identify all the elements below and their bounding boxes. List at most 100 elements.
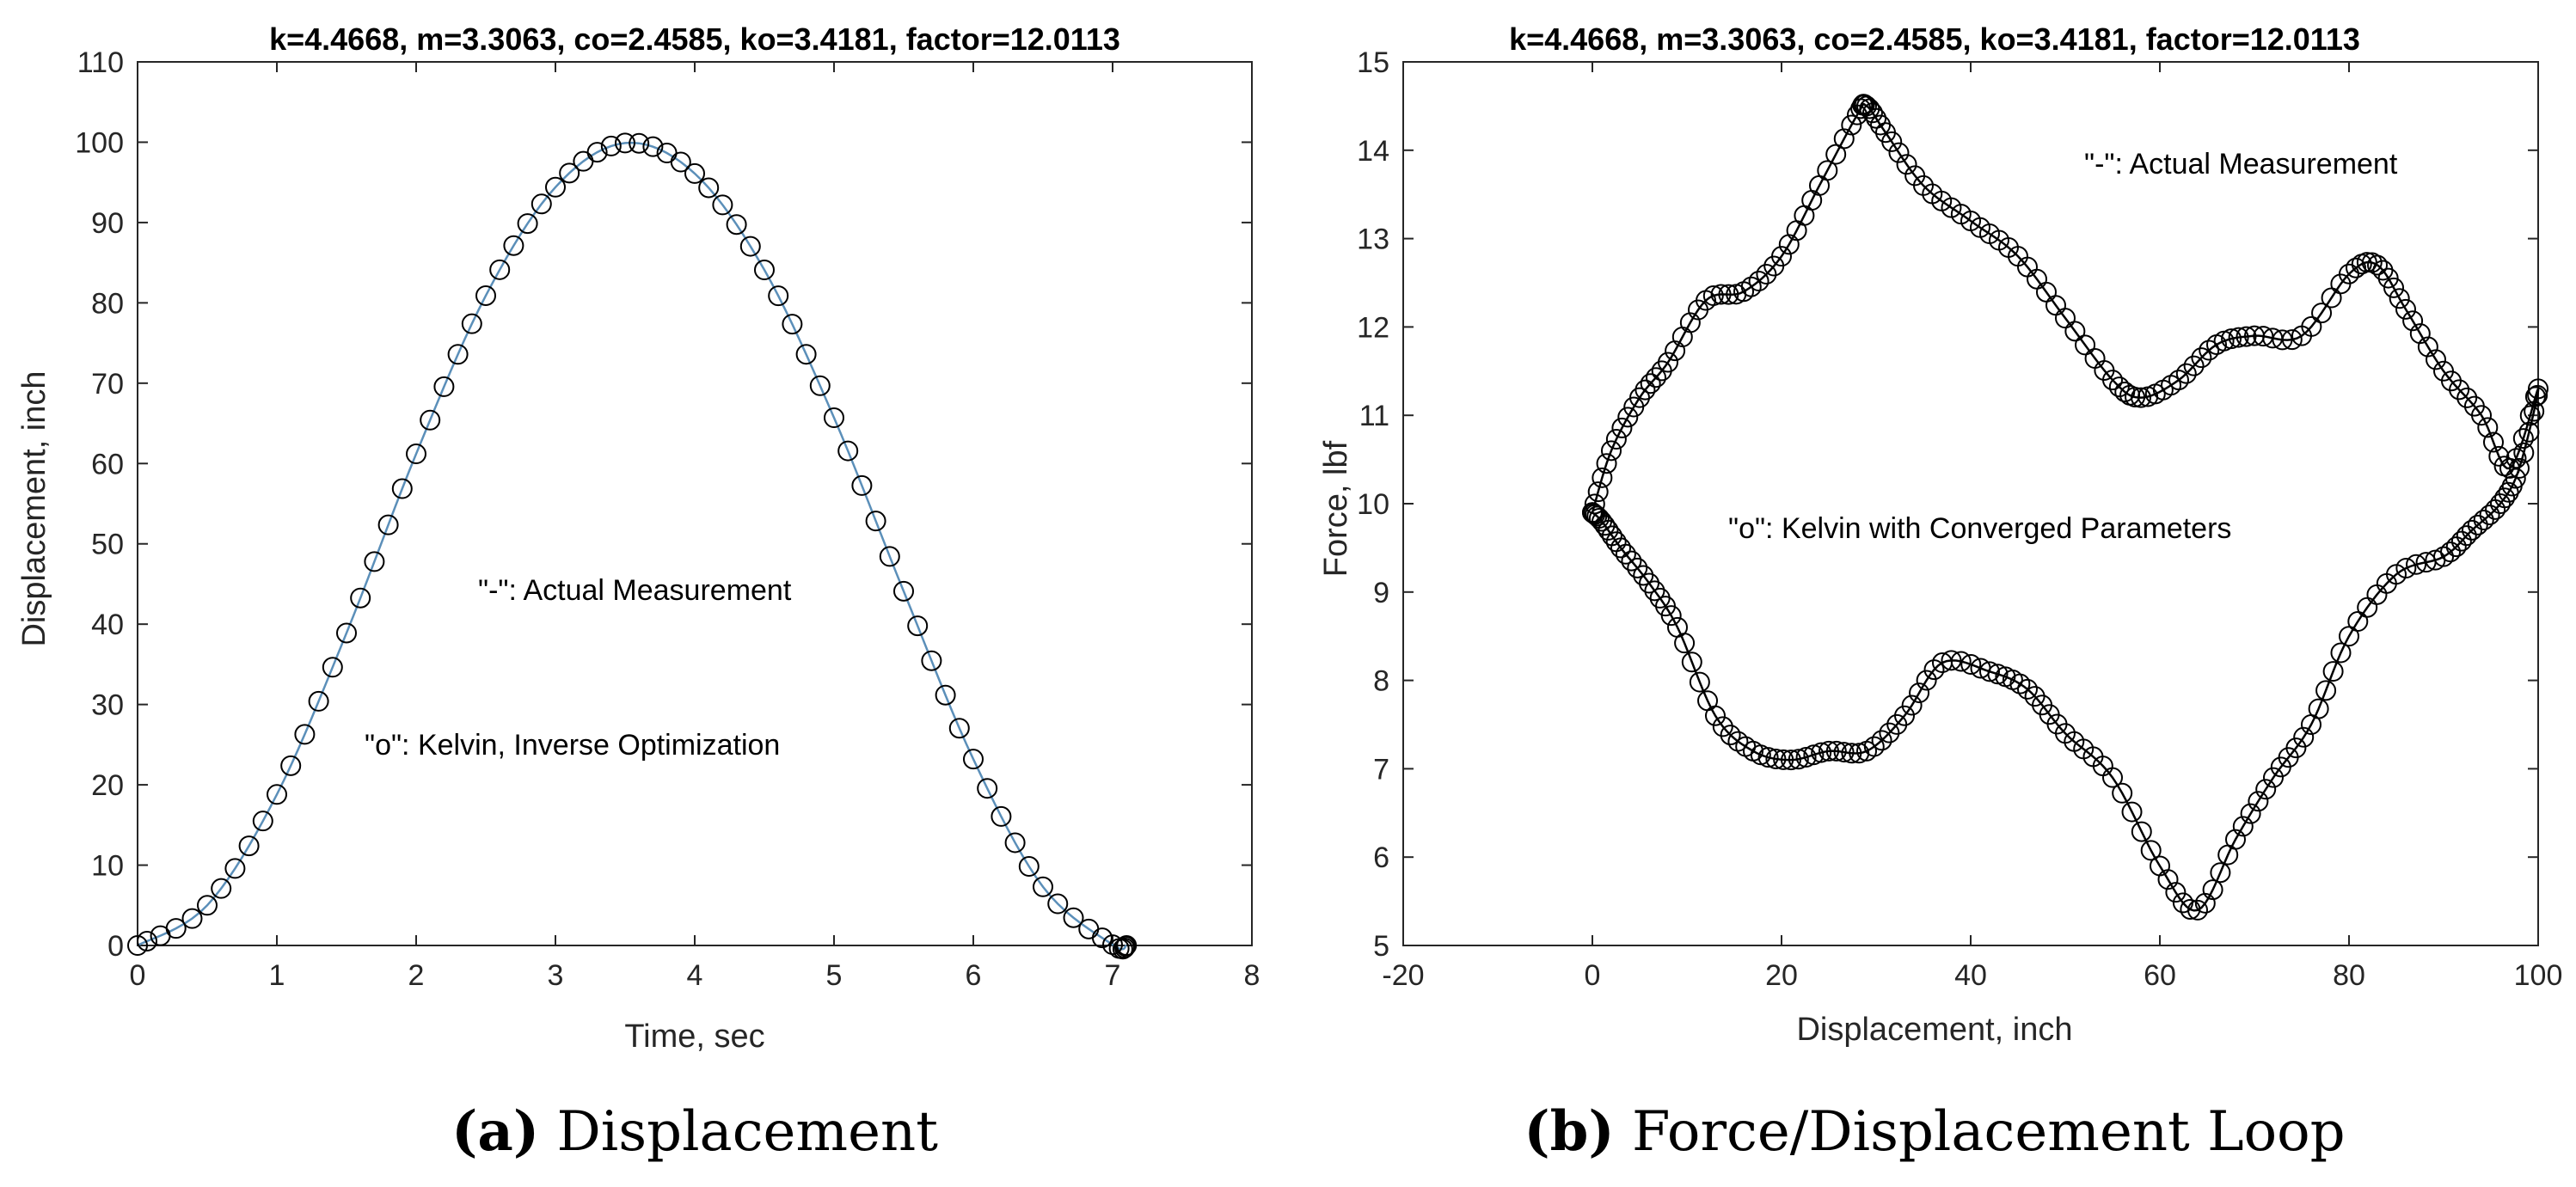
x-tick-label: 8 — [1244, 959, 1260, 992]
data-point-marker — [2479, 505, 2500, 526]
data-point-marker — [1960, 654, 1982, 676]
caption-spacer — [1615, 1100, 1632, 1164]
data-point-marker — [1689, 671, 1710, 693]
y-tick-label: 6 — [1373, 841, 1389, 874]
caption-spacer — [539, 1100, 556, 1164]
data-point-marker — [629, 132, 650, 154]
data-point-marker — [991, 805, 1012, 827]
data-point-marker — [1584, 493, 1605, 515]
data-point-marker — [294, 724, 316, 745]
data-point-marker — [1605, 428, 1627, 450]
data-point-marker — [377, 514, 399, 535]
data-point-marker — [1621, 550, 1642, 572]
data-point-marker — [1861, 102, 1883, 124]
data-point-marker — [1916, 670, 1937, 691]
force-displacement-chart: k=4.4668, m=3.3063, co=2.4585, ko=3.4181… — [1318, 21, 2562, 1164]
data-point-marker — [531, 193, 552, 215]
y-axis-label: Force, lbf — [1318, 440, 1354, 577]
data-point-marker — [2417, 336, 2438, 358]
data-point-marker — [2395, 298, 2416, 320]
data-point-marker — [2168, 370, 2189, 391]
displacement-chart: k=4.4668, m=3.3063, co=2.4585, ko=3.4181… — [16, 21, 1260, 1164]
x-tick-label: 3 — [548, 959, 564, 992]
x-tick-label: 60 — [2144, 959, 2176, 992]
x-tick-label: 6 — [966, 959, 982, 992]
data-point-marker — [879, 546, 900, 567]
data-point-marker — [1932, 652, 1953, 674]
data-point-marker — [684, 162, 705, 184]
data-point-marker — [1640, 373, 1661, 395]
data-point-marker — [545, 176, 566, 198]
data-point-marker — [2301, 315, 2322, 337]
y-tick-label: 12 — [1357, 311, 1389, 344]
data-point-marker — [935, 684, 956, 706]
data-point-marker — [615, 132, 635, 154]
caption-a: (a) Displacement — [451, 1099, 938, 1164]
data-point-marker — [1635, 379, 1656, 401]
y-tick-label: 11 — [1359, 400, 1389, 432]
data-point-marker — [865, 511, 886, 532]
data-point-marker — [768, 285, 789, 307]
data-point-marker — [308, 690, 329, 712]
data-point-marker — [1888, 142, 1910, 163]
data-point-marker — [2519, 405, 2541, 426]
data-point-marker — [2473, 509, 2494, 530]
data-point-marker — [1588, 508, 1610, 529]
y-tick-label: 80 — [91, 287, 124, 320]
y-tick-label: 40 — [91, 609, 124, 641]
data-point-marker — [2490, 493, 2511, 514]
data-point-marker — [1611, 417, 1633, 438]
data-point-marker — [1771, 246, 1792, 267]
data-point-marker — [1817, 160, 1838, 181]
data-point-marker — [1718, 284, 1739, 305]
data-point-marker — [322, 657, 343, 678]
data-point-marker — [1781, 750, 1801, 771]
data-point-marker — [1901, 694, 1923, 716]
data-point-marker — [2524, 386, 2546, 407]
data-point-marker — [1702, 285, 1724, 307]
data-point-marker — [2346, 257, 2367, 278]
data-point-marker — [2527, 384, 2548, 406]
data-point-marker — [2488, 445, 2510, 467]
data-point-marker — [2505, 448, 2527, 469]
data-point-marker — [2513, 442, 2535, 463]
data-point-marker — [364, 551, 385, 572]
data-point-marker — [1803, 744, 1825, 766]
caption-label: (a) — [451, 1099, 539, 1164]
data-point-marker — [2102, 370, 2123, 391]
y-tick-label: 14 — [1357, 135, 1389, 168]
data-point-marker — [2330, 642, 2352, 664]
data-point-marker — [1586, 505, 1608, 527]
data-point-marker — [2194, 892, 2216, 914]
y-tick-label: 30 — [91, 689, 124, 722]
data-point-marker — [2347, 611, 2369, 633]
data-point-marker — [1833, 128, 1855, 150]
annotation-actual-measurement: "-": Actual Measurement — [478, 574, 792, 607]
data-point-marker — [2272, 329, 2293, 351]
data-point-marker — [2131, 387, 2151, 408]
data-point-marker — [2175, 363, 2197, 384]
data-point-marker — [2140, 840, 2162, 861]
data-point-marker — [1909, 682, 1930, 704]
data-point-marker — [2467, 514, 2488, 535]
data-point-marker — [1601, 440, 1622, 462]
data-point-marker — [406, 444, 426, 465]
data-point-marker — [1819, 740, 1839, 762]
data-point-marker — [1649, 587, 1671, 609]
data-point-marker — [2199, 340, 2220, 361]
data-point-marker — [2449, 379, 2470, 401]
data-point-marker — [2150, 855, 2170, 877]
data-point-marker — [809, 375, 831, 396]
data-point-marker — [2456, 387, 2478, 408]
data-point-marker — [2301, 714, 2321, 735]
data-point-marker — [1592, 467, 1613, 488]
data-point-marker — [2236, 326, 2257, 347]
series-line — [137, 141, 1127, 951]
chart-title: k=4.4668, m=3.3063, co=2.4585, ko=3.4181… — [1509, 21, 2360, 57]
data-point-marker — [1923, 659, 1945, 681]
data-point-marker — [1866, 107, 1887, 129]
data-point-marker — [1596, 453, 1617, 474]
data-point-marker — [2315, 680, 2337, 701]
data-point-marker — [1979, 661, 2000, 682]
